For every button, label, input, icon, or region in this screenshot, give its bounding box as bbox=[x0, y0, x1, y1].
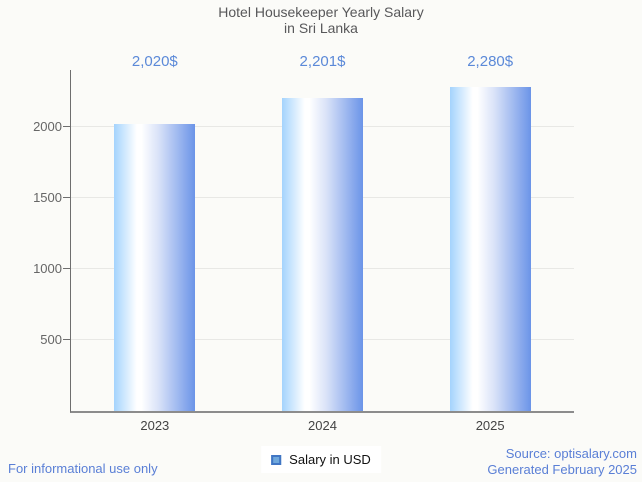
legend-swatch-icon bbox=[271, 454, 282, 465]
chart-title: Hotel Housekeeper Yearly Salary in Sri L… bbox=[0, 4, 642, 36]
bar-value-label: 2,201$ bbox=[299, 53, 346, 70]
y-axis-tick bbox=[63, 339, 70, 341]
legend-label: Salary in USD bbox=[289, 452, 371, 467]
y-axis-tick bbox=[63, 197, 70, 199]
y-tick-label: 1500 bbox=[33, 190, 62, 206]
bar-value-label: 2,020$ bbox=[131, 53, 178, 70]
bar bbox=[282, 98, 363, 411]
plot-area: 500 1000 1500 2000 2,020$ 2023 2,201$ 2024 2,280… bbox=[33, 54, 574, 433]
bar bbox=[449, 87, 531, 411]
legend: Salary in USD bbox=[261, 446, 381, 473]
y-tick-label: 500 bbox=[40, 332, 62, 348]
bar bbox=[114, 124, 196, 411]
x-tick-label: 2024 bbox=[308, 418, 337, 433]
footer-disclaimer: For informational use only bbox=[8, 461, 158, 476]
x-tick-label: 2023 bbox=[140, 418, 170, 433]
footer-source-line: Source: optisalary.com bbox=[505, 446, 637, 461]
y-axis-tick bbox=[63, 126, 70, 128]
chart-title-line2: in Sri Lanka bbox=[284, 20, 358, 36]
x-tick-label: 2025 bbox=[475, 418, 505, 433]
y-tick-label: 2000 bbox=[33, 119, 62, 135]
footer-generated-line: Generated February 2025 bbox=[487, 462, 637, 477]
chart-title-line1: Hotel Housekeeper Yearly Salary bbox=[218, 4, 424, 20]
y-tick-label: 1000 bbox=[33, 261, 62, 277]
y-axis-tick bbox=[63, 268, 70, 270]
bar-value-label: 2,280$ bbox=[467, 53, 514, 70]
footer-source: Source: optisalary.com Generated Februar… bbox=[487, 446, 637, 478]
